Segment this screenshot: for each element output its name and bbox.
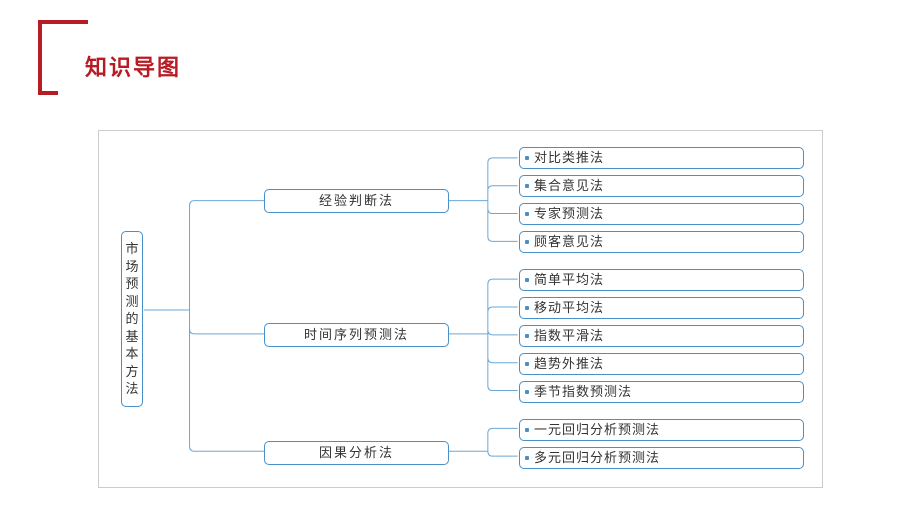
leaf-node: 简单平均法 <box>519 269 804 291</box>
leaf-node: 集合意见法 <box>519 175 804 197</box>
leaf-node: 专家预测法 <box>519 203 804 225</box>
leaf-node: 指数平滑法 <box>519 325 804 347</box>
leaf-node: 趋势外推法 <box>519 353 804 375</box>
mid-node: 经验判断法 <box>264 189 449 213</box>
knowledge-map-diagram: 市 场 预 测 的 基 本 方 法 经验判断法时间序列预测法因果分析法 对比类推法集… <box>98 130 823 488</box>
leaf-node: 季节指数预测法 <box>519 381 804 403</box>
mid-node: 时间序列预测法 <box>264 323 449 347</box>
page-title: 知识导图 <box>85 50 181 82</box>
leaf-node: 移动平均法 <box>519 297 804 319</box>
root-node: 市 场 预 测 的 基 本 方 法 <box>121 231 143 407</box>
leaf-node: 多元回归分析预测法 <box>519 447 804 469</box>
leaf-node: 一元回归分析预测法 <box>519 419 804 441</box>
leaf-node: 顾客意见法 <box>519 231 804 253</box>
leaf-node: 对比类推法 <box>519 147 804 169</box>
mid-node: 因果分析法 <box>264 441 449 465</box>
